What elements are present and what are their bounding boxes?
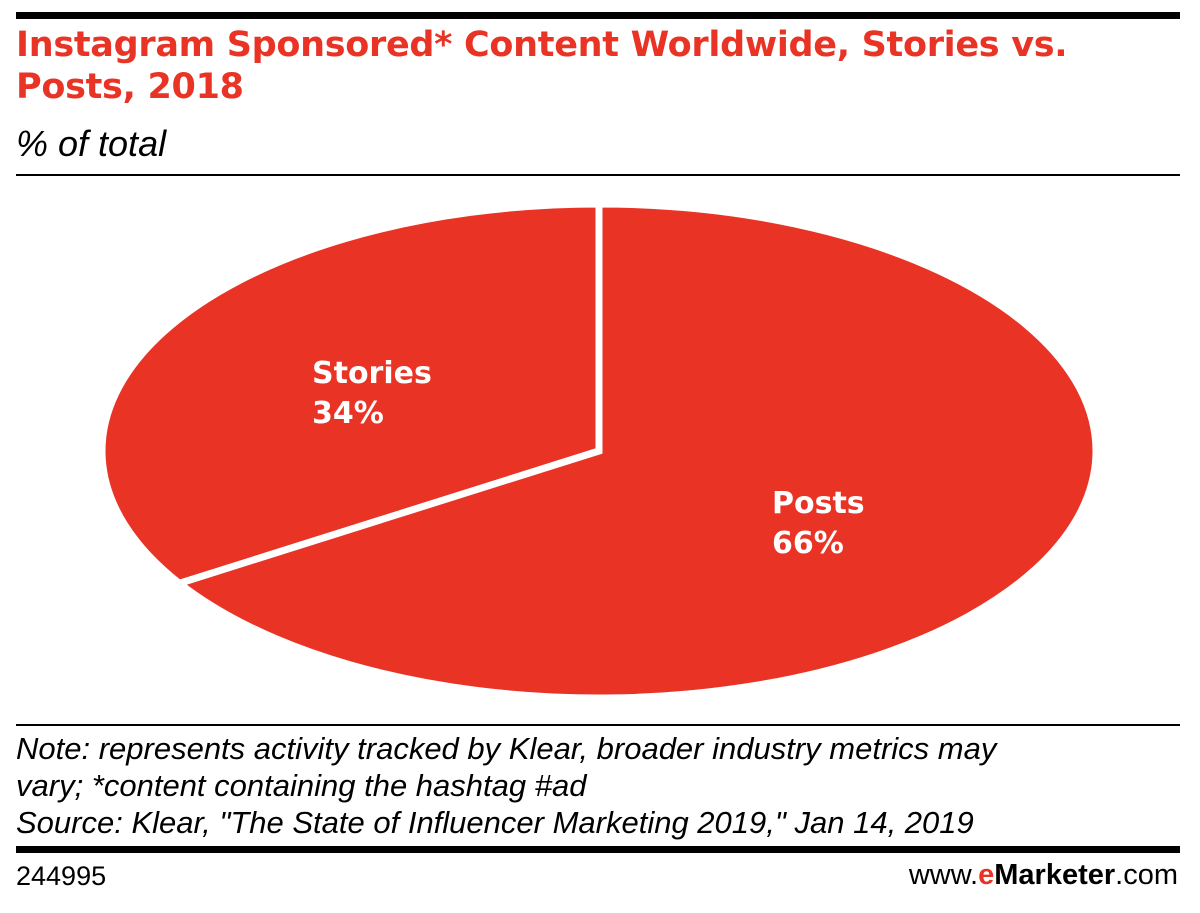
pie-labels: Stories 34% Posts 66% (312, 356, 865, 561)
pie-slice-posts (171, 200, 1100, 702)
pie-value-posts: 66% (772, 526, 844, 561)
pie-value-stories: 34% (312, 396, 384, 431)
chart-title: Instagram Sponsored* Content Worldwide, … (16, 25, 1068, 107)
header-divider (16, 174, 1180, 176)
source-line: Source: Klear, "The State of Influencer … (16, 805, 974, 840)
brand-suffix: .com (1115, 859, 1178, 891)
chart-notes: Note: represents activity tracked by Kle… (16, 730, 1180, 841)
brand-name: Marketer (994, 859, 1116, 891)
pie-label-posts: Posts (772, 486, 865, 521)
brand-e: e (978, 859, 995, 891)
note-divider (16, 724, 1180, 726)
brand-logo: www.eMarketer.com (909, 858, 1178, 892)
top-rule (16, 12, 1180, 19)
chart-subtitle: % of total (16, 123, 167, 164)
note-line-2: vary; *content containing the hashtag #a… (16, 768, 587, 803)
brand-prefix: www. (908, 859, 979, 891)
chart-id: 244995 (16, 861, 107, 891)
note-line-1: Note: represents activity tracked by Kle… (16, 731, 997, 766)
footer-rule (16, 846, 1180, 853)
pie-label-stories: Stories (312, 356, 432, 391)
pie-chart: Stories 34% Posts 66% (98, 200, 1100, 702)
pie-slices (98, 200, 1100, 702)
